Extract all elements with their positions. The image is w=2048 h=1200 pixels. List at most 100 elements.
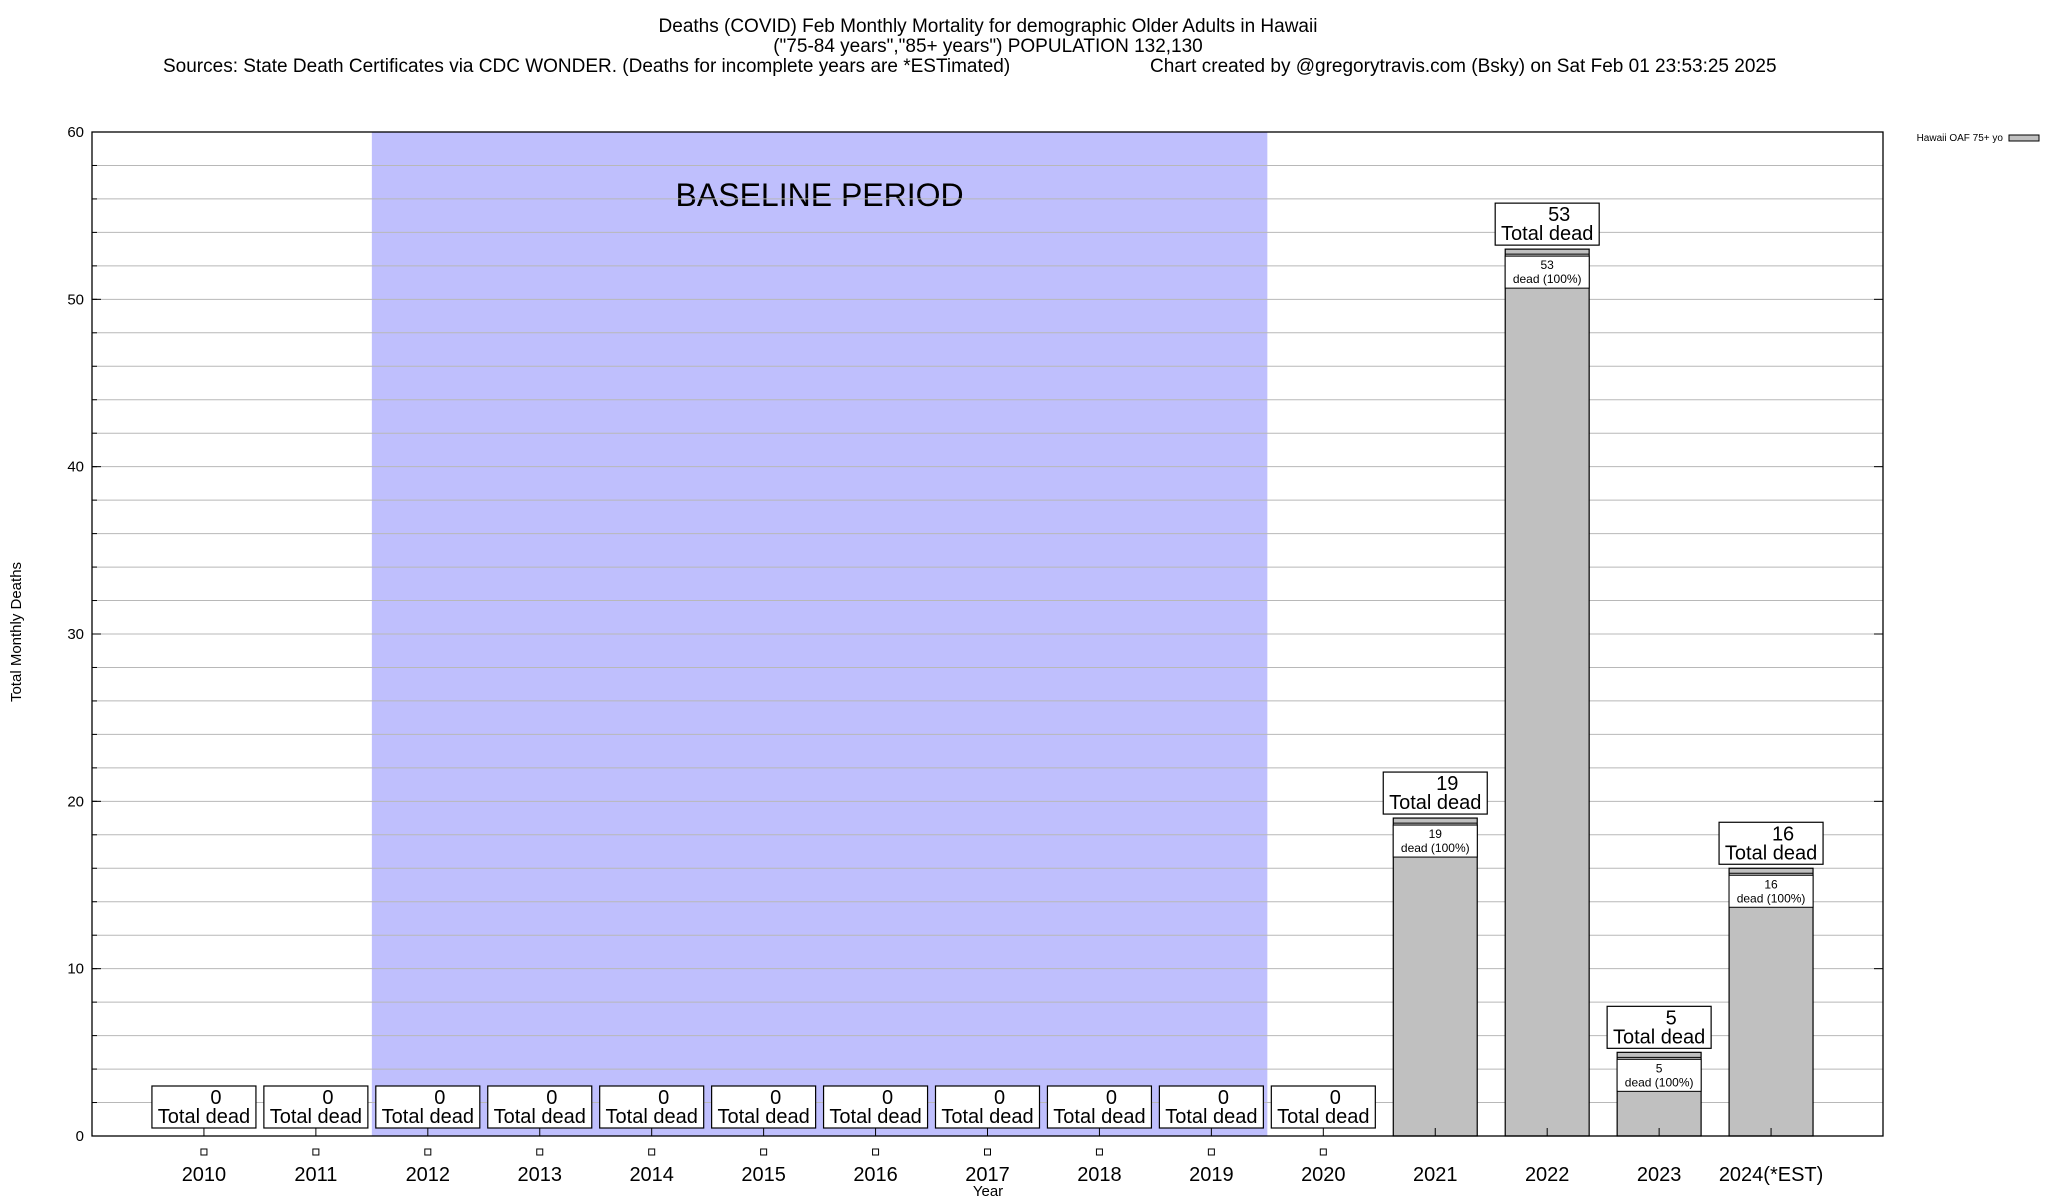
total-label-box (263, 1085, 369, 1129)
y-tick-label: 40 (67, 459, 84, 476)
total-label-text: Total dead (1725, 842, 1817, 864)
x-tick-label: 2020 (1301, 1164, 1346, 1186)
total-label-text: Total dead (1389, 792, 1481, 814)
inner-label-value: 53 (1541, 258, 1555, 272)
total-label-box (1046, 1085, 1153, 1129)
x-tick-label: 2013 (518, 1164, 563, 1186)
x-tick-label: 2023 (1637, 1164, 1682, 1186)
chart-header: Deaths (COVID) Feb Monthly Mortality for… (163, 16, 1777, 77)
total-label-value: 0 (1330, 1087, 1341, 1109)
total-label-value: 0 (546, 1087, 557, 1109)
legend-swatch (2008, 134, 2040, 142)
total-label-box (1382, 771, 1488, 815)
total-label-box (599, 1085, 705, 1129)
x-tick-label: 2014 (629, 1164, 674, 1186)
total-label-value: 16 (1772, 823, 1794, 845)
x-tick-label: 2016 (853, 1164, 898, 1186)
total-label-box (934, 1085, 1041, 1129)
inner-label-box (1392, 824, 1478, 858)
total-label-text: Total dead (1053, 1106, 1145, 1128)
x-tick-label: 2024(*EST) (1719, 1164, 1824, 1186)
inner-label-box (1728, 874, 1814, 908)
total-label-text: Total dead (717, 1106, 809, 1128)
total-label-text: Total dead (1613, 1026, 1705, 1048)
y-tick-label: 60 (67, 124, 84, 141)
y-axis-label: Total Monthly Deaths (8, 562, 25, 702)
total-label-box (1606, 1005, 1712, 1049)
total-label-box (1270, 1085, 1376, 1129)
zero-point-marker (872, 1148, 880, 1156)
inner-label-text: dead (100%) (1401, 841, 1470, 855)
x-tick-label: 2017 (965, 1164, 1010, 1186)
x-tick-label: 2011 (294, 1164, 337, 1186)
total-label-text: Total dead (1501, 223, 1593, 245)
zero-point-marker (312, 1148, 320, 1156)
chart-title: Deaths (COVID) Feb Monthly Mortality for… (659, 16, 1318, 37)
total-label-value: 0 (770, 1087, 781, 1109)
zero-point-marker (200, 1148, 208, 1156)
inner-label-value: 16 (1764, 877, 1778, 891)
total-label-value: 0 (434, 1087, 445, 1109)
x-tick-label: 2015 (741, 1164, 786, 1186)
total-label-value: 0 (1106, 1087, 1117, 1109)
total-label-text: Total dead (494, 1106, 586, 1128)
inner-label-text: dead (100%) (1625, 1075, 1694, 1089)
y-tick-label: 50 (67, 291, 84, 308)
bar-2024(*EST) (1728, 867, 1814, 1137)
total-label-value: 0 (322, 1087, 333, 1109)
chart-subtitle: ("75-84 years","85+ years") POPULATION 1… (773, 36, 1203, 57)
total-label-text: Total dead (1277, 1106, 1369, 1128)
total-label-text: Total dead (382, 1106, 474, 1128)
y-tick-label: 10 (67, 961, 84, 978)
zero-point-marker (984, 1148, 991, 1156)
zero-point-marker (1207, 1148, 1215, 1156)
inner-label-text: dead (100%) (1737, 891, 1806, 905)
x-tick-label: 2012 (406, 1164, 451, 1186)
x-tick-label: 2019 (1189, 1164, 1234, 1186)
total-label-text: Total dead (829, 1106, 921, 1128)
chart-credit: Chart created by @gregorytravis.com (Bsk… (1150, 56, 1777, 77)
zero-point-marker (424, 1148, 432, 1156)
total-label-value: 0 (994, 1087, 1005, 1109)
total-label-box (711, 1085, 817, 1129)
total-label-text: Total dead (941, 1106, 1033, 1128)
x-axis-label: Year (973, 1183, 1003, 1200)
x-tick-label: 2021 (1413, 1164, 1458, 1186)
total-label-text: Total dead (270, 1106, 362, 1128)
total-label-box (487, 1085, 593, 1129)
total-label-box (1718, 821, 1824, 865)
total-label-value: 0 (882, 1087, 893, 1109)
total-label-value: 0 (210, 1087, 221, 1109)
total-label-box (1494, 202, 1600, 246)
zero-point-marker (648, 1148, 656, 1156)
zero-point-marker (536, 1148, 544, 1156)
total-label-text: Total dead (606, 1106, 698, 1128)
zero-point-marker (1319, 1148, 1327, 1156)
inner-label-text: dead (100%) (1513, 272, 1582, 286)
total-label-box (1158, 1085, 1264, 1129)
total-label-text: Total dead (1165, 1106, 1257, 1128)
total-label-value: 19 (1436, 773, 1458, 795)
y-tick-label: 30 (67, 626, 84, 643)
bar-2021 (1392, 817, 1478, 1137)
legend-label: Hawaii OAF 75+ yo (1917, 133, 2004, 144)
bar-2022 (1504, 248, 1590, 1137)
baseline-period-label: BASELINE PERIOD (676, 177, 964, 213)
inner-label-value: 5 (1656, 1061, 1663, 1075)
inner-label-box (1504, 255, 1590, 289)
total-label-box (375, 1085, 481, 1129)
x-tick-label: 2010 (182, 1164, 227, 1186)
y-tick-label: 0 (76, 1128, 84, 1145)
x-tick-label: 2022 (1525, 1164, 1570, 1186)
inner-label-box (1616, 1058, 1702, 1092)
total-label-value: 5 (1666, 1007, 1677, 1029)
inner-label-value: 19 (1429, 827, 1443, 841)
total-label-text: Total dead (158, 1106, 250, 1128)
chart-sources: Sources: State Death Certificates via CD… (163, 56, 1010, 77)
total-label-value: 0 (658, 1087, 669, 1109)
total-label-value: 0 (1218, 1087, 1229, 1109)
zero-point-marker (1095, 1148, 1103, 1156)
zero-point-marker (760, 1148, 768, 1156)
y-tick-label: 20 (67, 793, 84, 810)
